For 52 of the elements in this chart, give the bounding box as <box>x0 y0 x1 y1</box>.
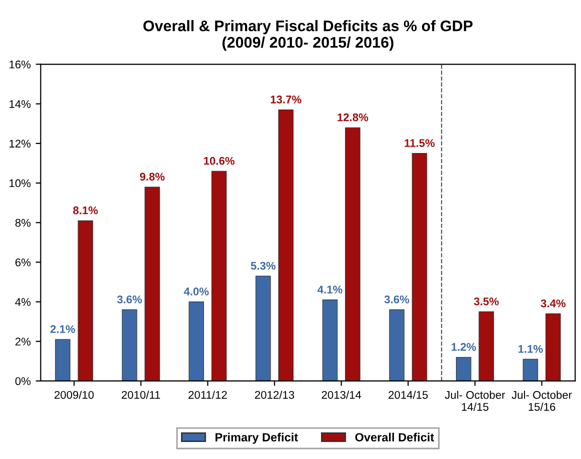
y-tick-label: 4% <box>15 298 31 306</box>
data-label: 3.4% <box>540 299 566 308</box>
bar <box>478 311 494 381</box>
bar <box>211 170 227 381</box>
data-label: 13.7% <box>270 96 302 104</box>
x-tick-label: 2012/13 <box>255 390 294 399</box>
bar <box>322 300 338 381</box>
x-tick-label: Jul- October 14/15 <box>444 390 506 411</box>
data-label: 10.6% <box>204 156 235 165</box>
data-label: 1.1% <box>518 344 543 353</box>
bar <box>122 309 138 381</box>
bar <box>456 356 472 381</box>
data-label: 2.1% <box>50 325 76 334</box>
x-tick-label: 2014/15 <box>388 390 428 399</box>
y-tick-label: 2% <box>15 338 31 346</box>
data-label: 9.8% <box>140 172 165 181</box>
bar <box>144 186 160 381</box>
legend-label: Primary Deficit <box>216 432 298 444</box>
bar <box>55 339 70 381</box>
x-tick-label: 2010/11 <box>122 390 160 399</box>
data-label: 4.1% <box>317 286 342 294</box>
y-tick-label: 14% <box>10 100 31 108</box>
data-label: 4.0% <box>184 288 209 296</box>
data-label: 3.6% <box>384 295 410 304</box>
data-label: 11.5% <box>404 139 435 147</box>
data-label: 12.8% <box>338 113 368 122</box>
x-tick-label: 2013/14 <box>322 390 362 399</box>
x-tick-label: Jul- October 15/16 <box>512 390 572 411</box>
bar <box>188 302 204 381</box>
y-tick-label: 12% <box>10 140 31 148</box>
legend-label: Overall Deficit <box>355 432 434 442</box>
data-label: 1.2% <box>452 342 476 351</box>
bar <box>345 127 360 381</box>
bar <box>256 276 271 381</box>
data-label: 3.6% <box>117 295 142 304</box>
y-tick-label: 10% <box>10 179 31 188</box>
bar <box>78 220 94 381</box>
bar <box>278 110 294 381</box>
bar <box>389 309 404 381</box>
bar <box>412 153 428 381</box>
y-tick-label: 6% <box>15 258 31 266</box>
y-tick-label: 8% <box>15 218 31 227</box>
y-tick-label: 16% <box>10 60 31 68</box>
data-label: 3.5% <box>474 297 499 306</box>
x-tick-label: 2009/10 <box>54 390 94 399</box>
chart-title: Overall & Primary Fiscal Deficits as % of GDP (2009/ 2010- 2015/ 2016) <box>143 20 473 51</box>
x-tick-label: 2011/12 <box>188 390 227 399</box>
y-tick-label: 0% <box>15 377 31 386</box>
data-label: 5.3% <box>250 262 276 270</box>
bar <box>522 358 538 381</box>
data-label: 8.1% <box>73 206 98 214</box>
bar <box>546 313 561 381</box>
